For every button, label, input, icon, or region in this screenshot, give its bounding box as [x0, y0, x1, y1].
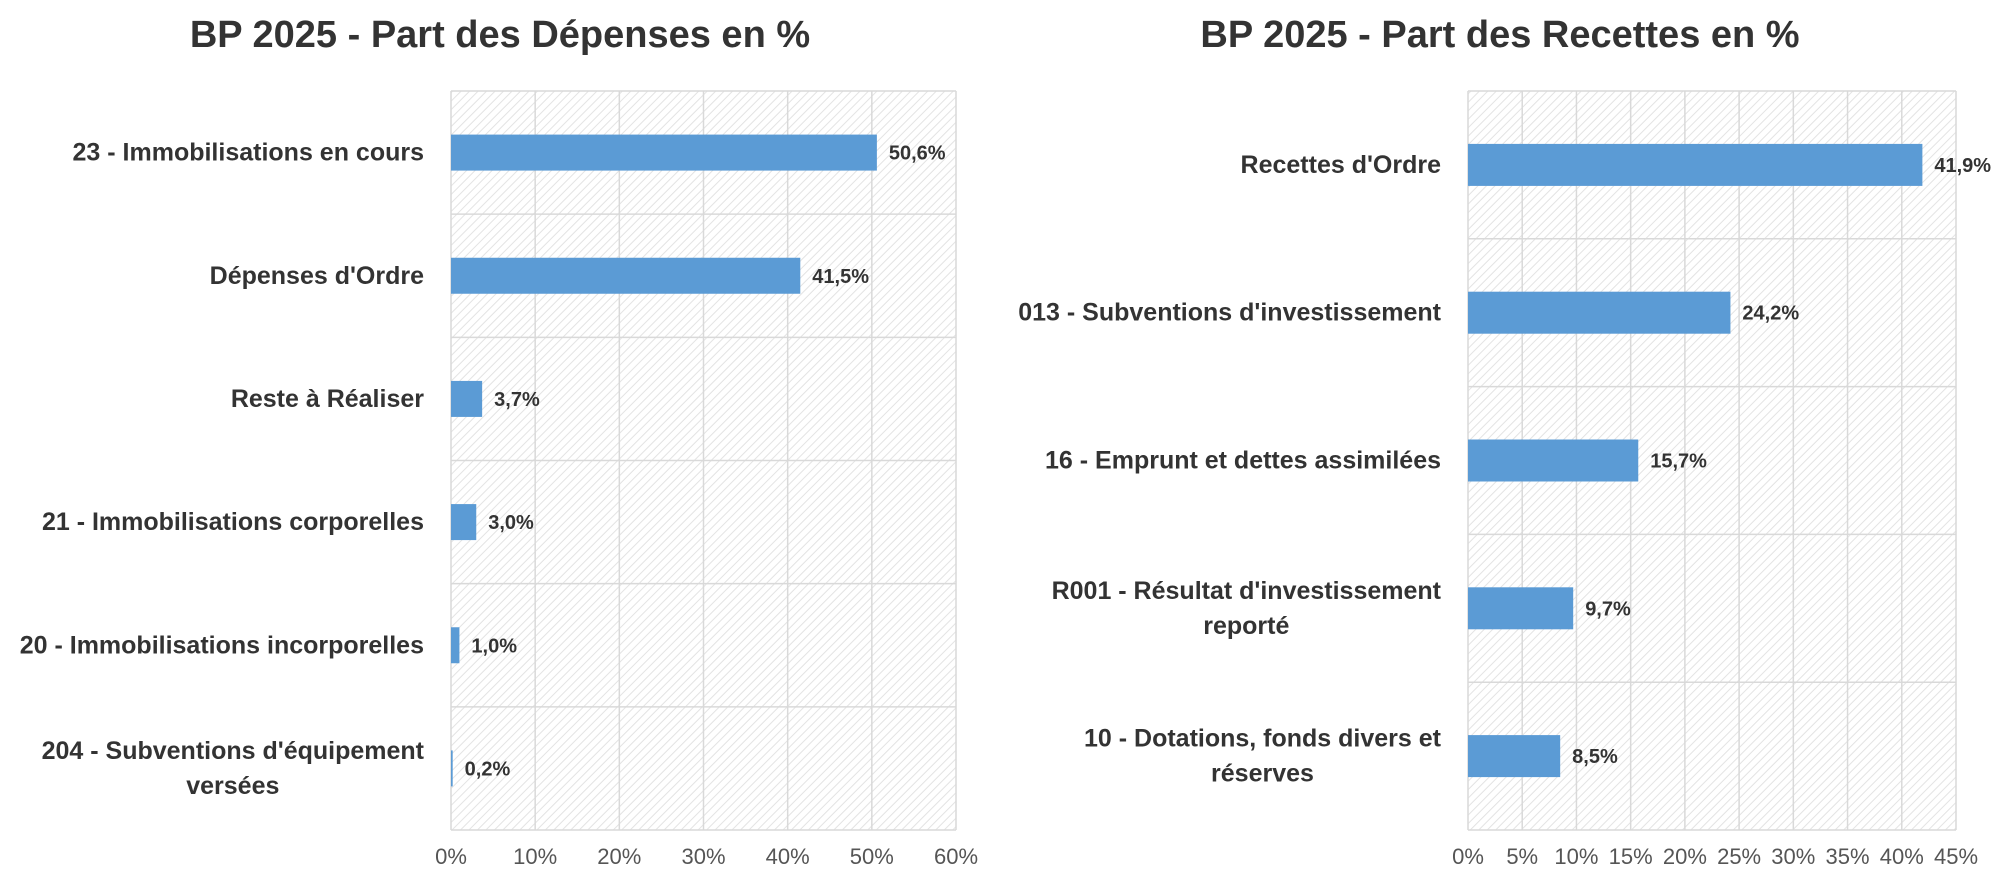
category-label: 013 - Subventions d'investissement	[1018, 299, 1441, 327]
x-tick-label: 0%	[435, 844, 467, 869]
category-label: 23 - Immobilisations en cours	[73, 139, 424, 167]
x-tick-label: 30%	[1771, 844, 1815, 869]
x-tick-label: 20%	[1663, 844, 1707, 869]
value-label: 1,0%	[471, 635, 517, 657]
value-label: 50,6%	[889, 143, 946, 165]
x-tick-label: 5%	[1506, 844, 1538, 869]
category-label: 204 - Subventions d'équipement	[42, 737, 425, 765]
x-tick-label: 10%	[1554, 844, 1598, 869]
value-label: 8,5%	[1572, 746, 1618, 768]
bar	[1468, 735, 1561, 778]
category-label: 10 - Dotations, fonds divers et	[1084, 725, 1442, 753]
category-label-line: versées	[186, 772, 279, 800]
x-tick-label: 35%	[1826, 844, 1870, 869]
category-label: R001 - Résultat d'investissement	[1052, 577, 1442, 605]
x-tick-label: 30%	[681, 844, 725, 869]
bar	[451, 257, 801, 294]
value-label: 9,7%	[1585, 598, 1631, 620]
bar	[1468, 291, 1731, 334]
x-tick-label: 20%	[597, 844, 641, 869]
category-label: 16 - Emprunt et dettes assimilées	[1045, 447, 1441, 475]
chart-depenses: 0% 10% 20% 30% 40% 50% 60% 50,6% 23 - Immobilisa…	[20, 90, 978, 869]
value-label: 41,5%	[812, 266, 869, 288]
category-label: Reste à Réaliser	[231, 385, 424, 413]
x-tick-label: 25%	[1717, 844, 1761, 869]
chart-title-recettes: BP 2025 - Part des Recettes en %	[1200, 14, 1800, 56]
bar	[1468, 439, 1639, 482]
value-label: 0,2%	[465, 758, 511, 780]
bar	[451, 750, 453, 787]
value-label: 3,7%	[494, 389, 540, 411]
category-label: Dépenses d'Ordre	[210, 262, 424, 290]
value-label: 3,0%	[488, 512, 534, 534]
category-label-line: reporté	[1203, 612, 1289, 640]
x-tick-label: 45%	[1934, 844, 1978, 869]
bar	[451, 627, 460, 664]
bar	[451, 504, 477, 541]
bar	[1468, 587, 1574, 630]
x-tick-label: 60%	[934, 844, 978, 869]
category-label: Recettes d'Ordre	[1241, 151, 1442, 179]
category-label: 20 - Immobilisations incorporelles	[20, 631, 424, 659]
bar	[451, 134, 877, 171]
x-tick-label: 50%	[850, 844, 894, 869]
value-label: 15,7%	[1650, 451, 1707, 473]
category-label: 21 - Immobilisations corporelles	[42, 508, 424, 536]
value-label: 24,2%	[1742, 303, 1799, 325]
chart-title-depenses: BP 2025 - Part des Dépenses en %	[189, 14, 811, 56]
x-tick-label: 40%	[1880, 844, 1924, 869]
category-label-line: réserves	[1211, 760, 1314, 788]
x-tick-label: 10%	[513, 844, 557, 869]
bar	[451, 380, 483, 417]
x-tick-label: 40%	[766, 844, 810, 869]
chart-recettes: 0% 5% 10% 15% 20% 25% 30% 35% 40% 45% 41,9% Recette…	[1018, 90, 1991, 869]
x-tick-label: 0%	[1452, 844, 1484, 869]
x-tick-label: 15%	[1609, 844, 1653, 869]
bar	[1468, 143, 1923, 186]
value-label: 41,9%	[1934, 155, 1991, 177]
